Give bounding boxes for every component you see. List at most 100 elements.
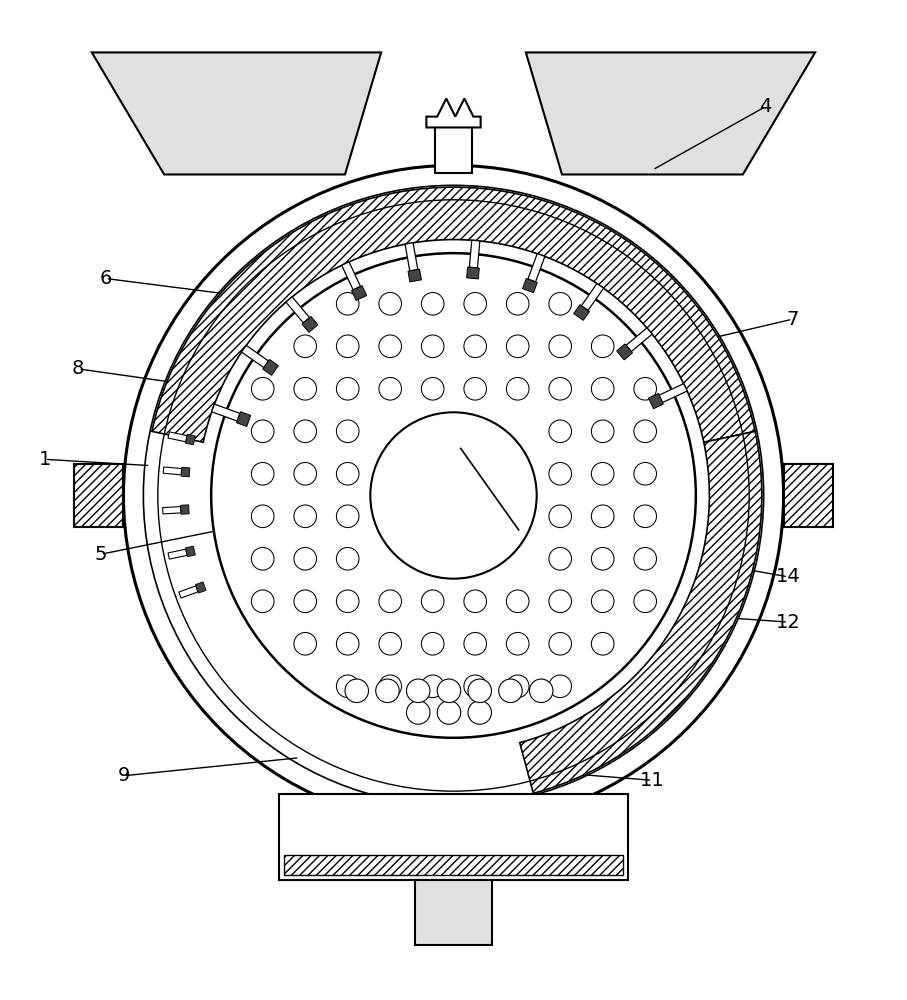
Circle shape	[294, 335, 317, 358]
Circle shape	[506, 675, 529, 698]
Circle shape	[499, 679, 522, 703]
Circle shape	[422, 377, 444, 400]
Bar	[73, 464, 123, 527]
Bar	[434, 127, 473, 173]
Polygon shape	[286, 297, 309, 323]
Circle shape	[251, 590, 274, 613]
Circle shape	[591, 632, 614, 655]
Circle shape	[463, 675, 486, 698]
Polygon shape	[185, 434, 195, 445]
Circle shape	[506, 377, 529, 400]
Circle shape	[406, 679, 430, 703]
Circle shape	[549, 292, 571, 315]
Circle shape	[506, 292, 529, 315]
Circle shape	[345, 679, 368, 703]
Circle shape	[336, 590, 359, 613]
Circle shape	[437, 701, 461, 724]
Circle shape	[549, 462, 571, 485]
Circle shape	[379, 292, 402, 315]
Circle shape	[294, 377, 317, 400]
Circle shape	[251, 547, 274, 570]
Circle shape	[336, 547, 359, 570]
Circle shape	[336, 335, 359, 358]
Circle shape	[591, 335, 614, 358]
Polygon shape	[241, 345, 268, 368]
Text: 6: 6	[99, 269, 112, 288]
Text: 14: 14	[775, 567, 801, 586]
Circle shape	[463, 632, 486, 655]
Circle shape	[143, 185, 764, 806]
Polygon shape	[659, 384, 688, 402]
Circle shape	[406, 701, 430, 724]
Circle shape	[634, 462, 657, 485]
Circle shape	[591, 462, 614, 485]
Polygon shape	[92, 52, 381, 174]
Circle shape	[591, 420, 614, 443]
Polygon shape	[263, 359, 278, 375]
Polygon shape	[574, 305, 590, 320]
Circle shape	[336, 377, 359, 400]
Circle shape	[379, 675, 402, 698]
Polygon shape	[179, 586, 198, 598]
Circle shape	[336, 462, 359, 485]
Polygon shape	[526, 52, 815, 174]
Circle shape	[379, 632, 402, 655]
Circle shape	[549, 420, 571, 443]
Circle shape	[370, 412, 537, 579]
Polygon shape	[617, 344, 632, 360]
Circle shape	[294, 632, 317, 655]
Text: 12: 12	[775, 613, 801, 632]
Text: 8: 8	[72, 359, 84, 378]
Text: 7: 7	[786, 310, 799, 329]
Polygon shape	[352, 286, 366, 300]
Circle shape	[634, 590, 657, 613]
Circle shape	[336, 292, 359, 315]
Polygon shape	[162, 507, 181, 514]
Circle shape	[211, 253, 696, 738]
Polygon shape	[405, 243, 418, 271]
Polygon shape	[195, 582, 206, 593]
Circle shape	[336, 505, 359, 528]
Circle shape	[251, 420, 274, 443]
Circle shape	[634, 547, 657, 570]
Circle shape	[294, 462, 317, 485]
Polygon shape	[528, 254, 545, 282]
Circle shape	[506, 335, 529, 358]
Circle shape	[463, 292, 486, 315]
Circle shape	[634, 420, 657, 443]
Polygon shape	[211, 404, 240, 421]
Circle shape	[549, 335, 571, 358]
Circle shape	[634, 377, 657, 400]
Polygon shape	[168, 549, 187, 559]
Polygon shape	[163, 467, 181, 475]
Circle shape	[422, 675, 444, 698]
Circle shape	[463, 335, 486, 358]
Text: 11: 11	[640, 771, 665, 790]
Text: 1: 1	[39, 450, 51, 469]
Polygon shape	[470, 240, 480, 268]
Polygon shape	[180, 505, 190, 514]
Polygon shape	[168, 432, 187, 442]
Bar	[284, 855, 623, 875]
Wedge shape	[520, 431, 762, 793]
Circle shape	[379, 377, 402, 400]
Circle shape	[468, 701, 492, 724]
Circle shape	[506, 632, 529, 655]
Polygon shape	[649, 393, 663, 409]
Circle shape	[294, 505, 317, 528]
Wedge shape	[151, 187, 756, 442]
Circle shape	[591, 377, 614, 400]
Circle shape	[463, 590, 486, 613]
Circle shape	[379, 335, 402, 358]
Circle shape	[336, 632, 359, 655]
Text: 5: 5	[94, 545, 107, 564]
Circle shape	[294, 590, 317, 613]
Polygon shape	[302, 316, 318, 332]
Circle shape	[549, 675, 571, 698]
Circle shape	[549, 547, 571, 570]
Polygon shape	[426, 99, 481, 127]
Text: 9: 9	[117, 766, 130, 785]
Circle shape	[422, 335, 444, 358]
Polygon shape	[581, 284, 603, 310]
Polygon shape	[408, 269, 422, 282]
